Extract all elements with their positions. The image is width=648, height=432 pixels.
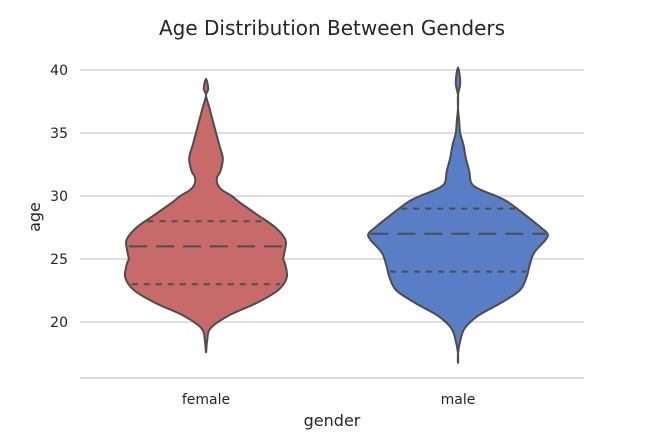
y-tick-label: 35	[50, 126, 68, 142]
x-tick-labels: female male	[182, 392, 476, 408]
violins	[123, 66, 549, 364]
x-tick-label-male: male	[441, 392, 476, 408]
violin-body-female	[123, 77, 289, 354]
violin-female	[123, 77, 289, 354]
violin-male	[367, 66, 549, 364]
chart-title: Age Distribution Between Genders	[159, 16, 505, 40]
y-tick-label: 40	[50, 63, 68, 79]
y-tick-label: 20	[50, 315, 68, 331]
y-tick-labels: 20 25 30 35 40	[50, 63, 68, 331]
y-tick-label: 30	[50, 189, 68, 205]
x-tick-label-female: female	[182, 392, 230, 408]
y-axis-label: age	[25, 202, 44, 232]
y-tick-label: 25	[50, 252, 68, 268]
violin-body-male	[367, 66, 549, 364]
x-axis-label: gender	[304, 411, 361, 430]
